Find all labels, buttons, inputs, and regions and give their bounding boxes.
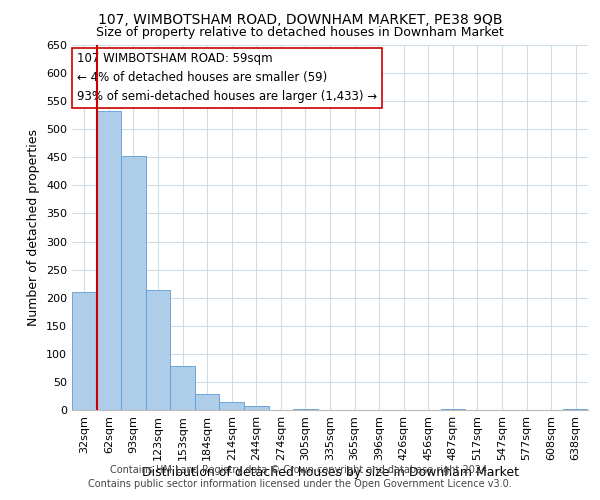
Text: Contains HM Land Registry data © Crown copyright and database right 2024.
Contai: Contains HM Land Registry data © Crown c…: [88, 465, 512, 489]
X-axis label: Distribution of detached houses by size in Downham Market: Distribution of detached houses by size …: [142, 466, 518, 478]
Bar: [220, 402, 244, 410]
Y-axis label: Number of detached properties: Number of detached properties: [28, 129, 40, 326]
Bar: [195, 394, 220, 410]
Bar: [121, 156, 146, 410]
Text: 107, WIMBOTSHAM ROAD, DOWNHAM MARKET, PE38 9QB: 107, WIMBOTSHAM ROAD, DOWNHAM MARKET, PE…: [98, 12, 502, 26]
Bar: [146, 290, 170, 410]
Bar: [97, 110, 121, 410]
Bar: [293, 409, 318, 410]
Text: Size of property relative to detached houses in Downham Market: Size of property relative to detached ho…: [96, 26, 504, 39]
Text: 107 WIMBOTSHAM ROAD: 59sqm
← 4% of detached houses are smaller (59)
93% of semi-: 107 WIMBOTSHAM ROAD: 59sqm ← 4% of detac…: [77, 52, 377, 104]
Bar: [170, 366, 195, 410]
Bar: [244, 406, 269, 410]
Bar: [72, 292, 97, 410]
